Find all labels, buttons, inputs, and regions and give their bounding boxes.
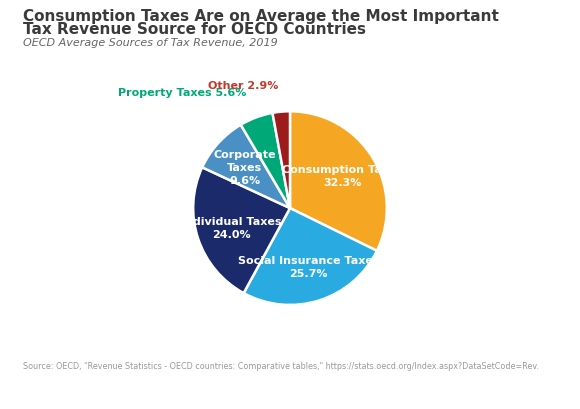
Wedge shape [244,209,377,305]
Wedge shape [290,112,387,251]
Text: Social Insurance Taxes
25.7%: Social Insurance Taxes 25.7% [238,255,379,279]
Text: Tax Revenue Source for OECD Countries: Tax Revenue Source for OECD Countries [23,22,366,37]
Text: Corporate
Taxes
9.6%: Corporate Taxes 9.6% [213,149,276,186]
Wedge shape [241,114,290,209]
Text: Consumption Taxes Are on Average the Most Important: Consumption Taxes Are on Average the Mos… [23,9,499,24]
Text: Other 2.9%: Other 2.9% [208,81,279,90]
Wedge shape [202,126,290,209]
Text: TAX FOUNDATION: TAX FOUNDATION [14,386,153,400]
Wedge shape [273,112,290,209]
Text: Source: OECD, "Revenue Statistics - OECD countries: Comparative tables," https:/: Source: OECD, "Revenue Statistics - OECD… [23,361,539,370]
Text: Individual Taxes
24.0%: Individual Taxes 24.0% [182,216,282,239]
Text: OECD Average Sources of Tax Revenue, 2019: OECD Average Sources of Tax Revenue, 201… [23,38,278,47]
Text: Property Taxes 5.6%: Property Taxes 5.6% [118,88,246,98]
Text: @TaxFoundation: @TaxFoundation [469,387,566,400]
Wedge shape [193,168,290,293]
Text: Consumption Taxes
32.3%: Consumption Taxes 32.3% [282,165,403,188]
